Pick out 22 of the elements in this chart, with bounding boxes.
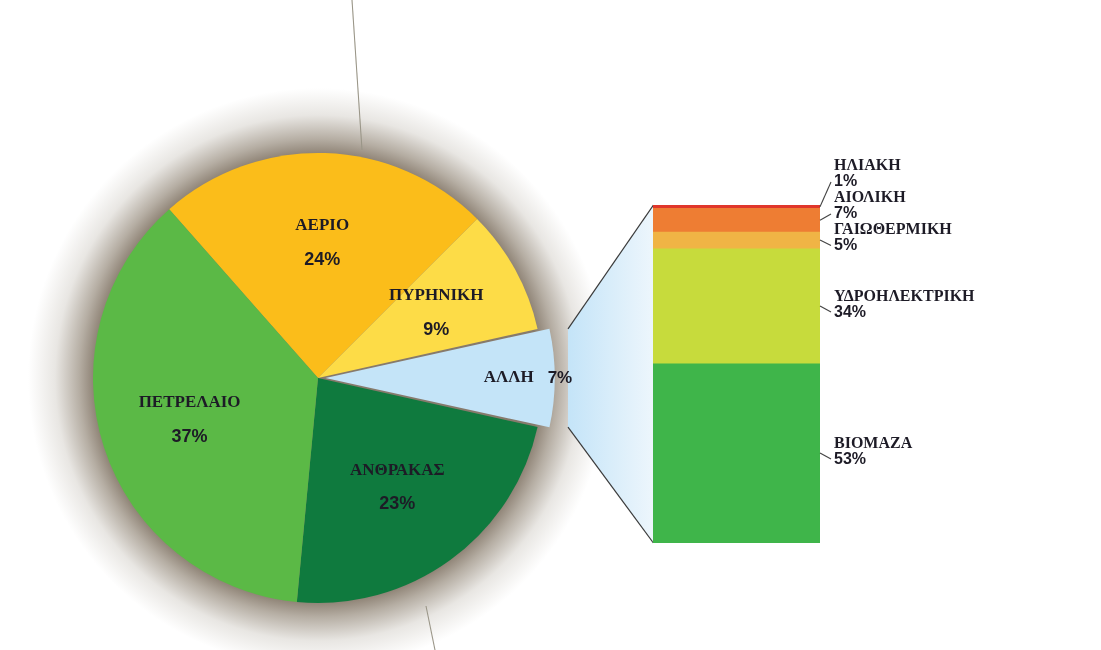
series-label: ΥΔΡΟΗΛΕΚΤΡΙΚΗ [834, 286, 976, 304]
data-label: 37% [171, 425, 208, 446]
data-label: 34% [834, 302, 867, 320]
data-label: 23% [379, 493, 416, 514]
slice-label: ΠΕΤΡΕΛΑΙΟ [138, 392, 241, 412]
slice-label: ΠΥΡΗΝΙΚΗ [389, 285, 484, 305]
slice-label: ΑΛΛΗ [483, 367, 534, 387]
series-label: ΒΙΟΜΑΖΑ [834, 433, 913, 451]
series-label: ΓΑΙΩΘΕΡΜΙΚΗ [834, 220, 953, 238]
data-label: 7% [547, 367, 573, 387]
text: ΗΛΙΑΚΗ [834, 156, 902, 174]
data-label: 7% [834, 204, 858, 222]
data-label: 53% [834, 449, 867, 467]
bar [653, 208, 820, 233]
data-label: 1% [834, 172, 858, 190]
data-label: 9% [423, 318, 450, 339]
slice-label: ΑΝΘΡΑΚΑΣ [350, 459, 445, 479]
bar [653, 231, 820, 250]
slice-label: ΑΕΡΙΟ [295, 215, 350, 235]
data-label: 5% [834, 236, 858, 254]
data-label: 24% [304, 249, 341, 270]
series-label: ΑΙΟΛΙΚΗ [834, 188, 907, 206]
